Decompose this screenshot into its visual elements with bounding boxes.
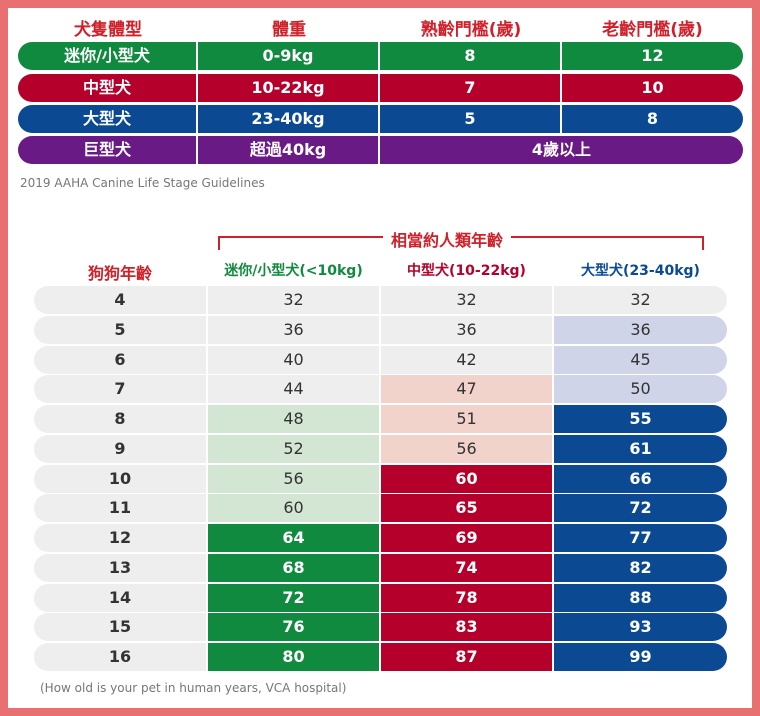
human-age-cell: 65 [381, 494, 552, 523]
age-row: 16 80 87 99 [34, 643, 727, 671]
human-age-cell: 52 [208, 434, 379, 463]
source-caption: 2019 AAHA Canine Life Stage Guidelines [20, 176, 265, 190]
human-age-cell: 66 [554, 464, 727, 493]
age-row: 7 44 47 50 [34, 375, 727, 404]
column-header-small: 迷你/小型犬(<10kg) [224, 263, 363, 279]
size-senior: 8 [646, 109, 659, 128]
human-age-cell: 55 [554, 405, 727, 433]
dog-age-cell: 10 [34, 464, 206, 493]
human-age-cell: 83 [381, 613, 552, 642]
dog-age-cell: 15 [34, 613, 206, 642]
human-age-cell: 48 [208, 405, 379, 433]
human-age-cell: 60 [381, 464, 552, 493]
human-age-cell: 32 [208, 286, 379, 314]
age-row: 5 36 36 36 [34, 315, 727, 344]
size-weight: 超過40kg [198, 136, 380, 164]
human-age-cell: 76 [208, 613, 379, 642]
human-age-cell: 61 [554, 434, 727, 463]
human-age-cell: 36 [554, 315, 727, 344]
human-age-cell: 56 [381, 434, 552, 463]
human-age-cell: 93 [554, 613, 727, 642]
size-mature: 8 [380, 42, 562, 70]
dog-age-cell: 9 [34, 434, 206, 463]
human-age-cell: 36 [381, 315, 552, 344]
age-row: 11 60 65 72 [34, 494, 727, 523]
human-age-cell: 42 [381, 345, 552, 374]
bracket-label: 相當約人類年齡 [383, 227, 512, 251]
size-row-giant: 巨型犬 超過40kg 4歲以上 [18, 136, 743, 164]
human-age-cell: 44 [208, 375, 379, 404]
column-header-large: 大型犬(23-40kg) [581, 263, 700, 279]
size-name: 迷你/小型犬 [18, 42, 198, 70]
age-row: 13 68 74 82 [34, 553, 727, 582]
human-age-cell: 50 [554, 375, 727, 404]
age-row: 9 52 56 61 [34, 434, 727, 463]
dog-age-cell: 14 [34, 583, 206, 612]
human-age-cell: 72 [554, 494, 727, 523]
column-header-medium: 中型犬(10-22kg) [407, 263, 526, 279]
human-age-cell: 87 [381, 643, 552, 671]
human-age-cell: 80 [208, 643, 379, 671]
human-age-cell: 60 [208, 494, 379, 523]
age-row: 12 64 69 77 [34, 524, 727, 552]
size-threshold-merged: 4歲以上 [531, 140, 592, 159]
vca-caption: (How old is your pet in human years, VCA… [40, 681, 347, 695]
dog-age-header: 狗狗年齡 [87, 264, 152, 283]
human-age-cell: 47 [381, 375, 552, 404]
age-row: 8 48 51 55 [34, 405, 727, 433]
human-age-cell: 45 [554, 345, 727, 374]
size-mature: 7 [380, 74, 562, 102]
human-age-cell: 56 [208, 464, 379, 493]
human-age-cell: 77 [554, 524, 727, 552]
age-row: 6 40 42 45 [34, 345, 727, 374]
human-age-cell: 40 [208, 345, 379, 374]
dog-age-cell: 5 [34, 315, 206, 344]
human-age-cell: 78 [381, 583, 552, 612]
size-weight: 10-22kg [198, 74, 380, 102]
human-age-cell: 82 [554, 553, 727, 582]
dog-age-cell: 8 [34, 405, 206, 433]
human-age-cell: 68 [208, 553, 379, 582]
size-senior: 12 [641, 46, 664, 65]
header-size: 犬隻體型 [74, 20, 142, 40]
dog-age-cell: 16 [34, 643, 206, 671]
human-age-cell: 69 [381, 524, 552, 552]
dog-age-cell: 11 [34, 494, 206, 523]
age-row: 14 72 78 88 [34, 583, 727, 612]
header-senior: 老齡門檻(歲) [602, 20, 703, 40]
size-name: 巨型犬 [18, 136, 198, 164]
size-weight: 0-9kg [198, 42, 380, 70]
human-age-cell: 32 [381, 286, 552, 314]
dog-age-cell: 4 [34, 286, 206, 314]
size-row-medium: 中型犬 10-22kg 7 10 [18, 74, 743, 102]
header-weight: 體重 [272, 20, 306, 40]
infographic-panel: 犬隻體型 體重 熟齡門檻(歲) 老齡門檻(歲) 迷你/小型犬 0-9kg 8 1… [8, 8, 752, 708]
human-age-cell: 99 [554, 643, 727, 671]
human-age-cell: 32 [554, 286, 727, 314]
human-age-cell: 36 [208, 315, 379, 344]
human-age-cell: 64 [208, 524, 379, 552]
size-name: 中型犬 [18, 74, 198, 102]
size-name: 大型犬 [18, 105, 198, 133]
size-row-small: 迷你/小型犬 0-9kg 8 12 [18, 42, 743, 70]
dog-age-cell: 13 [34, 553, 206, 582]
size-row-large: 大型犬 23-40kg 5 8 [18, 105, 743, 133]
dog-age-cell: 6 [34, 345, 206, 374]
age-row: 4 32 32 32 [34, 286, 727, 314]
size-senior: 10 [641, 78, 664, 97]
header-mature: 熟齡門檻(歲) [420, 20, 522, 40]
human-age-cell: 51 [381, 405, 552, 433]
age-row: 10 56 60 66 [34, 464, 727, 493]
human-age-cell: 72 [208, 583, 379, 612]
human-age-cell: 88 [554, 583, 727, 612]
dog-age-cell: 7 [34, 375, 206, 404]
size-mature: 5 [380, 105, 562, 133]
age-table: 4 32 32 32 5 36 36 36 6 40 42 45 7 44 47 50 8 48 51 55 9 52 56… [34, 286, 727, 673]
size-weight: 23-40kg [198, 105, 380, 133]
dog-age-cell: 12 [34, 524, 206, 552]
age-row: 15 76 83 93 [34, 613, 727, 642]
human-age-cell: 74 [381, 553, 552, 582]
